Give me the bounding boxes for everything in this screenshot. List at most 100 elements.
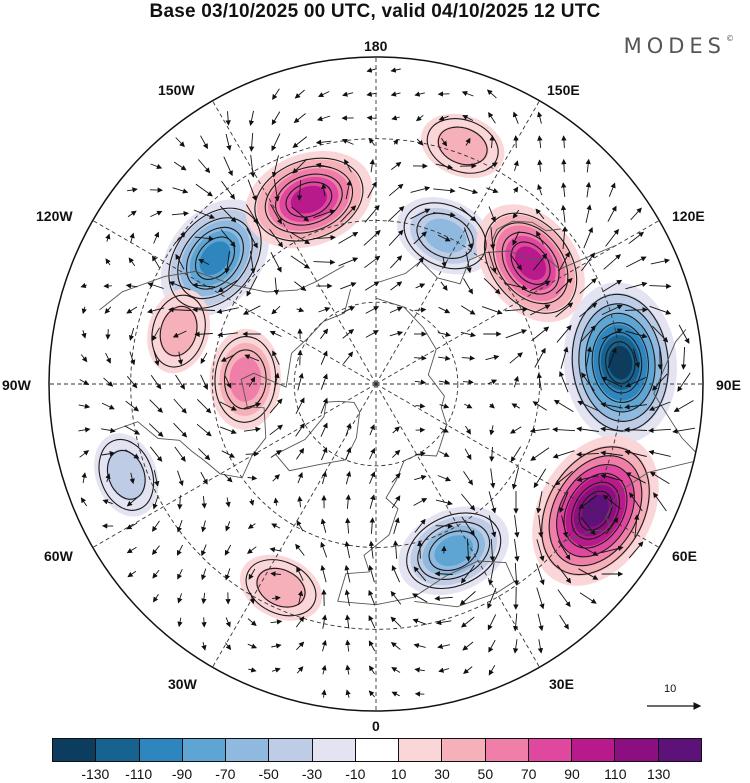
wind-vector — [390, 590, 402, 605]
wind-vector — [273, 497, 279, 506]
wind-vector — [103, 377, 114, 387]
wind-vector — [435, 619, 452, 626]
wind-vector — [127, 187, 138, 193]
wind-vector — [273, 179, 280, 202]
wind-vector — [367, 181, 377, 199]
wind-vector — [249, 498, 255, 506]
wind-vector — [505, 329, 528, 339]
wind-vector — [553, 399, 574, 413]
wind-vector — [512, 186, 519, 193]
wind-vector — [294, 89, 305, 99]
wind-vector — [269, 330, 282, 337]
wind-vector — [291, 206, 310, 222]
colorbar-box — [615, 739, 659, 761]
wind-vector — [345, 664, 351, 675]
wind-vector — [391, 691, 400, 697]
wind-vector — [414, 91, 425, 97]
wind-vector — [392, 138, 399, 145]
wind-vector — [624, 307, 648, 313]
wind-vector — [462, 379, 474, 385]
colorbar-box — [658, 739, 701, 761]
wind-vector — [297, 495, 303, 508]
wind-vector — [624, 427, 648, 433]
wind-vector — [201, 617, 207, 628]
wind-vector — [247, 523, 256, 529]
wind-vector — [149, 446, 163, 462]
wind-vector — [534, 347, 546, 368]
wind-vector — [320, 518, 327, 533]
wind-vector — [220, 229, 236, 248]
wind-vector — [369, 158, 375, 173]
wind-vector — [290, 232, 311, 245]
wind-vector — [271, 523, 281, 529]
wind-vector — [171, 210, 189, 217]
wind-vector — [312, 234, 336, 241]
wind-vector — [461, 516, 475, 536]
wind-vector — [126, 306, 138, 314]
wind-vector — [410, 186, 431, 193]
wind-vector — [487, 379, 498, 385]
wind-vector — [247, 643, 258, 649]
wind-vector — [177, 495, 183, 510]
wind-vector — [576, 475, 599, 483]
wind-vector — [529, 427, 550, 434]
wind-vector — [79, 379, 90, 385]
wind-vector — [579, 592, 597, 604]
wind-vector — [173, 161, 187, 171]
wind-vector — [441, 257, 447, 268]
wind-vector — [434, 571, 453, 577]
wind-vector — [412, 593, 428, 603]
wind-vector — [536, 491, 543, 514]
colorbar-tick-label: 90 — [564, 766, 580, 782]
wind-vector — [438, 355, 451, 361]
wind-vector — [321, 614, 328, 629]
wind-vector — [244, 354, 260, 362]
wind-vector — [414, 474, 427, 481]
wind-vector — [321, 183, 327, 196]
wind-vector — [607, 347, 617, 368]
wind-vector — [297, 472, 303, 484]
wind-vector — [128, 327, 135, 341]
wind-vector — [628, 541, 644, 559]
wind-vector — [345, 689, 351, 698]
wind-vector — [509, 426, 522, 434]
wind-vector — [201, 496, 207, 509]
wind-vector — [368, 589, 376, 606]
wind-vector — [433, 187, 456, 194]
wind-vector — [441, 137, 448, 147]
coastline — [491, 220, 561, 242]
contour-p6 — [245, 559, 317, 617]
wind-vector — [463, 278, 473, 295]
wind-vector — [125, 449, 140, 459]
wind-vector — [269, 228, 284, 248]
wind-vector — [390, 641, 401, 650]
wind-vector — [414, 379, 427, 385]
wind-vector — [578, 495, 598, 510]
wind-vector — [387, 205, 405, 222]
wind-vector — [391, 564, 401, 583]
wind-vector — [292, 136, 308, 148]
wind-vector — [369, 494, 376, 509]
wind-vector — [390, 616, 402, 628]
wind-vector — [389, 330, 404, 337]
wind-vector — [270, 619, 283, 625]
wind-vector — [225, 497, 231, 508]
meridian-line — [375, 383, 540, 668]
anomaly-n1 — [160, 199, 270, 318]
wind-vector — [390, 91, 401, 97]
wind-vector — [225, 521, 231, 532]
wind-vector — [559, 491, 569, 514]
wind-vector — [200, 374, 208, 391]
wind-vector — [126, 497, 137, 507]
wind-vector — [168, 281, 191, 291]
wind-vector — [481, 306, 503, 315]
wind-vector — [221, 180, 236, 200]
wind-vector — [511, 403, 521, 409]
wind-vector — [174, 446, 186, 462]
wind-vector — [363, 229, 381, 246]
wind-vector — [151, 327, 160, 342]
wind-vector — [465, 251, 472, 274]
wind-vector — [242, 305, 261, 315]
wind-vector — [579, 302, 598, 318]
wind-vector — [649, 305, 672, 315]
